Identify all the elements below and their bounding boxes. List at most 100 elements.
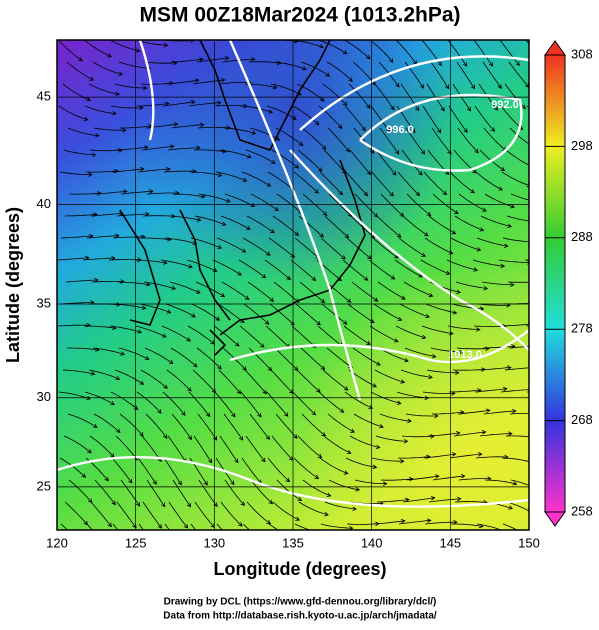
streamline	[162, 391, 186, 416]
colorbar-tick-label: 298	[571, 138, 593, 153]
credit: Data from http://database.rish.kyoto-u.a…	[163, 611, 437, 622]
streamline	[196, 347, 222, 370]
streamline	[170, 57, 204, 63]
streamline	[245, 435, 266, 463]
y-tick-label: 25	[37, 478, 51, 493]
streamline	[292, 105, 320, 126]
streamline	[476, 523, 507, 530]
streamline	[246, 501, 272, 525]
streamline	[246, 215, 275, 234]
colorbar-tick-label: 258	[571, 503, 593, 518]
streamline	[375, 435, 409, 444]
streamline	[451, 303, 485, 312]
streamline	[142, 501, 163, 529]
streamline	[370, 391, 402, 405]
streamline	[144, 347, 174, 365]
x-tick-label: 125	[125, 535, 147, 550]
streamline	[472, 259, 506, 269]
streamline	[84, 391, 115, 406]
streamline	[456, 346, 490, 351]
streamline	[298, 215, 324, 238]
streamline	[60, 523, 68, 530]
streamline	[376, 215, 402, 238]
streamline	[372, 518, 406, 525]
streamline	[274, 61, 307, 71]
streamline	[351, 281, 379, 302]
streamline	[190, 237, 223, 249]
streamline	[145, 413, 168, 439]
streamline	[67, 127, 100, 138]
streamline	[455, 281, 489, 291]
colorbar-bottom-arrow	[544, 511, 566, 527]
streamline	[239, 325, 265, 348]
x-tick-label: 150	[518, 535, 540, 550]
streamline	[244, 369, 267, 395]
streamline	[449, 171, 475, 194]
streamline	[397, 454, 431, 460]
streamline	[136, 391, 162, 414]
streamline	[447, 325, 481, 332]
colorbar-tick-label: 268	[571, 412, 593, 427]
streamline	[369, 40, 394, 63]
streamline	[161, 325, 191, 342]
streamline	[484, 479, 518, 486]
streamline	[401, 149, 423, 176]
streamline	[399, 303, 430, 319]
streamline	[67, 413, 98, 428]
streamline	[342, 259, 369, 281]
streamline	[242, 523, 251, 530]
streamline	[502, 523, 518, 530]
streamline	[371, 457, 405, 464]
streamline	[327, 413, 355, 433]
streamline	[191, 303, 221, 321]
streamline	[377, 281, 406, 300]
x-tick-label: 130	[203, 535, 225, 550]
streamline	[115, 145, 149, 151]
streamline	[192, 77, 226, 85]
streamline	[349, 435, 381, 450]
x-tick-label: 145	[439, 535, 461, 550]
streamline	[326, 61, 353, 82]
streamline	[111, 457, 133, 484]
streamline	[375, 149, 397, 176]
streamline	[480, 215, 513, 228]
streamline	[370, 105, 391, 133]
streamline	[293, 457, 320, 479]
streamline	[427, 431, 461, 437]
streamline	[295, 303, 321, 326]
streamline	[301, 127, 327, 150]
streamline	[249, 413, 271, 441]
streamline	[454, 215, 485, 232]
streamline	[219, 435, 239, 464]
streamline	[474, 386, 508, 393]
streamline	[482, 61, 502, 89]
streamline	[65, 277, 99, 283]
streamline	[425, 303, 458, 315]
streamline	[510, 479, 529, 486]
streamline	[138, 523, 145, 530]
streamline	[504, 367, 529, 371]
streamline	[188, 100, 222, 107]
streamline	[170, 347, 198, 368]
streamline	[405, 413, 439, 419]
streamline	[500, 389, 529, 393]
streamline	[432, 473, 466, 481]
streamline	[509, 413, 529, 415]
streamline	[120, 189, 154, 195]
streamline	[348, 83, 371, 109]
streamline	[353, 413, 384, 429]
streamline	[275, 413, 298, 439]
streamline	[401, 434, 435, 439]
streamline	[63, 435, 92, 454]
streamline	[327, 127, 350, 153]
streamline	[372, 237, 399, 259]
streamline	[423, 171, 448, 196]
streamline	[140, 81, 174, 86]
streamline	[474, 105, 496, 132]
streamline	[352, 347, 381, 366]
streamline	[169, 281, 201, 294]
streamline	[216, 237, 247, 253]
streamline	[345, 457, 378, 470]
streamline	[83, 40, 112, 58]
streamline	[319, 457, 349, 475]
